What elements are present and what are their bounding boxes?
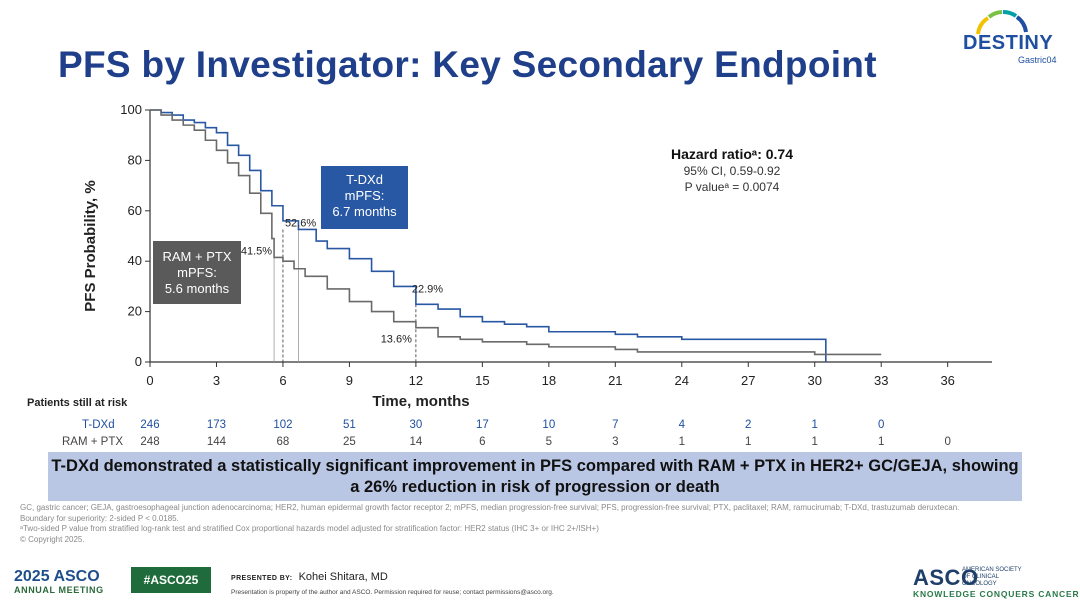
- asco-meeting-year: 2025 ASCO: [14, 568, 100, 585]
- risk-cell-ram: 1: [878, 436, 885, 448]
- risk-cell-ram: 6: [479, 436, 486, 448]
- risk-cell-tdxd: 4: [678, 419, 685, 431]
- risk-cell-tdxd: 10: [542, 419, 556, 431]
- x-tick-label: 9: [346, 373, 353, 388]
- risk-cell-ram: 248: [140, 436, 160, 448]
- permission-note: Presentation is property of the author a…: [231, 589, 554, 596]
- presenter-line: PRESENTED BY: Kohei Shitara, MD: [231, 571, 388, 583]
- risk-table-title: Patients still at risk: [27, 397, 128, 409]
- hashtag-badge: #ASCO25: [131, 567, 211, 593]
- x-axis-label: Time, months: [372, 393, 469, 410]
- x-tick-label: 33: [874, 373, 888, 388]
- tdxd-mpfs-box: T-DXd mPFS: 6.7 months: [321, 166, 408, 229]
- x-tick-label: 0: [146, 373, 153, 388]
- asco-meeting-label: ANNUAL MEETING: [14, 585, 104, 595]
- y-axis-label: PFS Probability, %: [82, 180, 99, 311]
- risk-cell-ram: 1: [811, 436, 818, 448]
- x-tick-label: 6: [279, 373, 286, 388]
- risk-cell-tdxd: 30: [409, 419, 423, 431]
- risk-cell-ram: 1: [745, 436, 752, 448]
- x-tick-label: 30: [808, 373, 822, 388]
- y-tick-label: 0: [135, 354, 142, 369]
- ram-box-line: 5.6 months: [164, 281, 230, 296]
- x-tick-label: 12: [409, 373, 423, 388]
- risk-cell-tdxd: 0: [878, 419, 885, 431]
- tdxd-curve: [150, 109, 827, 362]
- risk-cell-tdxd: 51: [343, 419, 356, 431]
- chart-curves: [150, 109, 882, 362]
- landmark-label: 13.6%: [381, 334, 412, 346]
- footnote: GC, gastric cancer; GEJA, gastroesophage…: [20, 503, 960, 512]
- tdxd-box-line: 6.7 months: [332, 204, 397, 219]
- risk-cell-tdxd: 173: [206, 419, 227, 431]
- x-tick-label: 36: [940, 373, 954, 388]
- risk-cell-ram: 68: [276, 436, 290, 448]
- risk-cell-ram: 14: [409, 436, 423, 448]
- risk-cell-tdxd: 2: [745, 419, 752, 431]
- footnote: ᵃTwo-sided P value from stratified log-r…: [20, 524, 599, 533]
- risk-cell-ram: 0: [944, 436, 951, 448]
- hazard-ratio-panel: Hazard ratioᵃ: 0.74 95% CI, 0.59-0.92 P …: [612, 146, 852, 194]
- conclusion-banner: T-DXd demonstrated a statistically signi…: [48, 452, 1022, 501]
- risk-cell-ram: 1: [678, 436, 685, 448]
- risk-label-ram: RAM + PTX: [62, 436, 124, 448]
- tdxd-box-line: mPFS:: [344, 188, 385, 203]
- chart-labels: 52.6% 41.5% 22.9% 13.6%: [241, 217, 443, 345]
- risk-cell-ram: 144: [206, 436, 227, 448]
- y-tick-label: 60: [128, 203, 142, 218]
- x-tick-label: 15: [475, 373, 489, 388]
- p-value: P valueᵃ = 0.0074: [684, 180, 780, 194]
- asco-logo-subtitle: AMERICAN SOCIETY OF CLINICAL ONCOLOGY: [962, 567, 1022, 587]
- asco-tagline: KNOWLEDGE CONQUERS CANCER: [913, 589, 1080, 599]
- risk-label-tdxd: T-DXd: [82, 419, 115, 431]
- tdxd-box-line: T-DXd: [346, 172, 383, 187]
- slide-title: PFS by Investigator: Key Secondary Endpo…: [58, 44, 877, 85]
- risk-cell-tdxd: 246: [140, 419, 160, 431]
- logo-subtitle: Gastric04: [1018, 55, 1057, 65]
- ram-box-line: RAM + PTX: [162, 249, 232, 264]
- landmark-label: 22.9%: [412, 283, 443, 295]
- x-tick-label: 3: [213, 373, 220, 388]
- x-tick-label: 27: [741, 373, 755, 388]
- ram-box-line: mPFS:: [177, 265, 217, 280]
- asco-logo: ASCO: [913, 565, 979, 590]
- y-tick-label: 100: [120, 102, 142, 117]
- risk-cell-tdxd: 7: [612, 419, 619, 431]
- risk-cell-tdxd: 17: [475, 419, 489, 431]
- ram-curve: [150, 109, 882, 356]
- landmark-label: 41.5%: [241, 245, 272, 257]
- risk-cell-ram: 5: [545, 436, 553, 448]
- risk-cell-tdxd: 1: [811, 419, 818, 431]
- risk-cell-ram: 25: [343, 436, 356, 448]
- y-tick-label: 80: [128, 152, 142, 167]
- y-tick-label: 20: [128, 304, 142, 319]
- confidence-interval: 95% CI, 0.59-0.92: [683, 164, 781, 178]
- destiny-logo-icon: [976, 10, 1028, 35]
- chart-axes: 0 3 6 9 12 15 18 21 24 27 30 33 36020406080100Time, …: [82, 102, 992, 410]
- footnote: © Copyright 2025.: [20, 534, 85, 544]
- footnotes: GC, gastric cancer; GEJA, gastroesophage…: [20, 503, 1060, 545]
- hazard-ratio: Hazard ratioᵃ: 0.74: [671, 146, 793, 162]
- presented-by-label: PRESENTED BY:: [231, 575, 293, 582]
- footnote: Boundary for superiority: 2-sided P < 0.…: [20, 513, 179, 523]
- x-tick-label: 21: [608, 373, 622, 388]
- presenter-name: Kohei Shitara, MD: [298, 571, 388, 583]
- x-tick-label: 24: [675, 373, 689, 388]
- risk-cell-ram: 3: [612, 436, 619, 448]
- landmark-label: 52.6%: [285, 217, 316, 229]
- logo-wordmark: DESTINY: [963, 32, 1054, 54]
- x-tick-label: 18: [542, 373, 556, 388]
- risk-cell-tdxd: 102: [273, 419, 293, 431]
- ram-mpfs-box: RAM + PTX mPFS: 5.6 months: [153, 241, 241, 304]
- y-tick-label: 40: [128, 253, 142, 268]
